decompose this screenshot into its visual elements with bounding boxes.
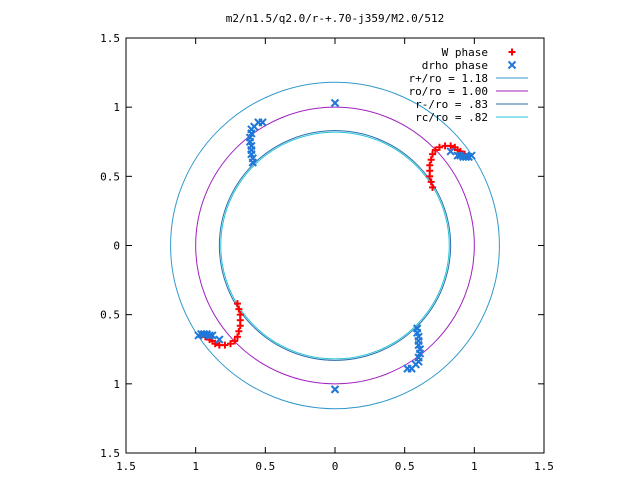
- y-tick-label: 1.5: [100, 32, 120, 45]
- chart-title: m2/n1.5/q2.0/r-+.70-j359/M2.0/512: [226, 12, 445, 25]
- w-phase-point: [429, 183, 437, 191]
- w-phase-point: [233, 300, 241, 308]
- drho-phase-point: [330, 98, 340, 108]
- y-tick-label: 0.5: [100, 309, 120, 322]
- circle-r-ro-83: [218, 130, 452, 361]
- y-tick-label: 1: [113, 378, 120, 391]
- legend-label: r+/ro = 1.18: [409, 72, 488, 85]
- w-phase-point: [447, 142, 455, 150]
- circle-rc-ro-82: [220, 131, 450, 360]
- w-phase-point: [233, 333, 241, 341]
- w-phase-point: [227, 340, 234, 348]
- data-markers: [194, 98, 476, 394]
- drho-phase-point: [194, 331, 203, 340]
- y-tick-label: 1.5: [100, 447, 120, 460]
- w-phase-point: [436, 143, 443, 151]
- w-phase-point: [426, 161, 434, 169]
- reference-circles: [170, 81, 500, 410]
- legend-marker: [508, 48, 516, 56]
- x-tick-label: 0: [332, 460, 339, 473]
- w-phase-point: [236, 322, 244, 330]
- x-tick-label: 0.5: [255, 460, 275, 473]
- legend-label: ro/ro = 1.00: [409, 85, 488, 98]
- drho-phase-point: [467, 151, 476, 160]
- drho-phase-point: [330, 385, 340, 394]
- legend-label: W phase: [442, 46, 488, 59]
- w-phase-point: [427, 156, 435, 164]
- x-tick-label: 0.5: [395, 460, 415, 473]
- drho-phase-point: [446, 147, 455, 156]
- legend-marker: [507, 60, 517, 70]
- w-phase-point: [215, 341, 223, 349]
- w-phase-point: [231, 337, 239, 345]
- w-phase-point: [427, 178, 435, 186]
- w-phase-point: [235, 327, 243, 335]
- w-phase-point: [431, 146, 439, 154]
- circle-r-ro-1-18: [170, 81, 500, 410]
- x-tick-label: 1.5: [116, 460, 136, 473]
- legend-label: r-/ro = .83: [415, 98, 488, 111]
- x-tick-label: 1: [192, 460, 199, 473]
- drho-phase-point: [254, 118, 263, 127]
- legend-label: drho phase: [422, 59, 488, 72]
- x-tick-label: 1: [471, 460, 478, 473]
- w-phase-point: [235, 305, 243, 313]
- legend-label: rc/ro = .82: [415, 111, 488, 124]
- w-phase-point: [429, 150, 437, 158]
- circle-ro-ro-1-00: [195, 106, 475, 385]
- y-tick-label: 0.5: [100, 170, 120, 183]
- axis-ticks: 1.5 1 0.5 0 0.5 1 1.51.510.500.511.5: [100, 32, 554, 473]
- x-tick-label: 1.5: [534, 460, 554, 473]
- drho-phase-point: [407, 364, 416, 373]
- y-tick-label: 1: [113, 101, 120, 114]
- drho-phase-point: [215, 335, 224, 344]
- y-tick-label: 0: [113, 240, 120, 253]
